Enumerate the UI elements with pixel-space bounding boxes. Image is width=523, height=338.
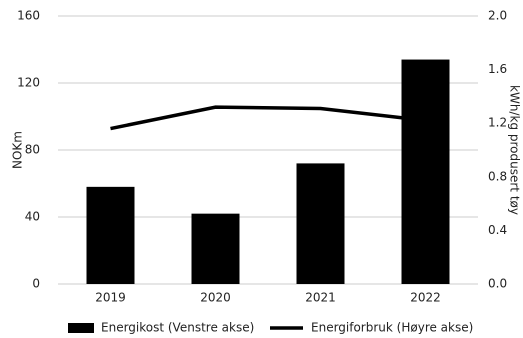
y-tick-label: 40 xyxy=(25,210,40,224)
y2-tick-label: 0.0 xyxy=(488,277,507,291)
y2-tick-label: 1.6 xyxy=(488,62,507,76)
legend-swatch xyxy=(68,323,94,333)
y2-tick-label: 0.8 xyxy=(488,169,507,183)
x-tick-label: 2020 xyxy=(200,291,231,305)
y-tick-label: 160 xyxy=(17,9,40,23)
y-tick-label: 80 xyxy=(25,143,40,157)
y2-tick-label: 2.0 xyxy=(488,9,507,23)
y-tick-label: 0 xyxy=(32,277,40,291)
x-tick-label: 2021 xyxy=(305,291,336,305)
y-axis-label: NOKm xyxy=(11,131,25,169)
line xyxy=(110,105,426,131)
y2-axis-label: kWh/kg produsert tøy xyxy=(508,85,522,215)
x-tick-label: 2022 xyxy=(410,291,441,305)
bar xyxy=(401,59,450,284)
bar xyxy=(86,186,135,284)
y-tick-label: 120 xyxy=(17,76,40,90)
bar xyxy=(296,163,345,284)
y2-tick-label: 0.4 xyxy=(488,223,507,237)
y2-tick-label: 1.2 xyxy=(488,116,507,130)
legend-label: Energikost (Venstre akse) xyxy=(101,321,254,335)
x-tick-label: 2019 xyxy=(95,291,126,305)
bar xyxy=(191,213,240,284)
legend-label: Energiforbruk (Høyre akse) xyxy=(311,321,473,335)
